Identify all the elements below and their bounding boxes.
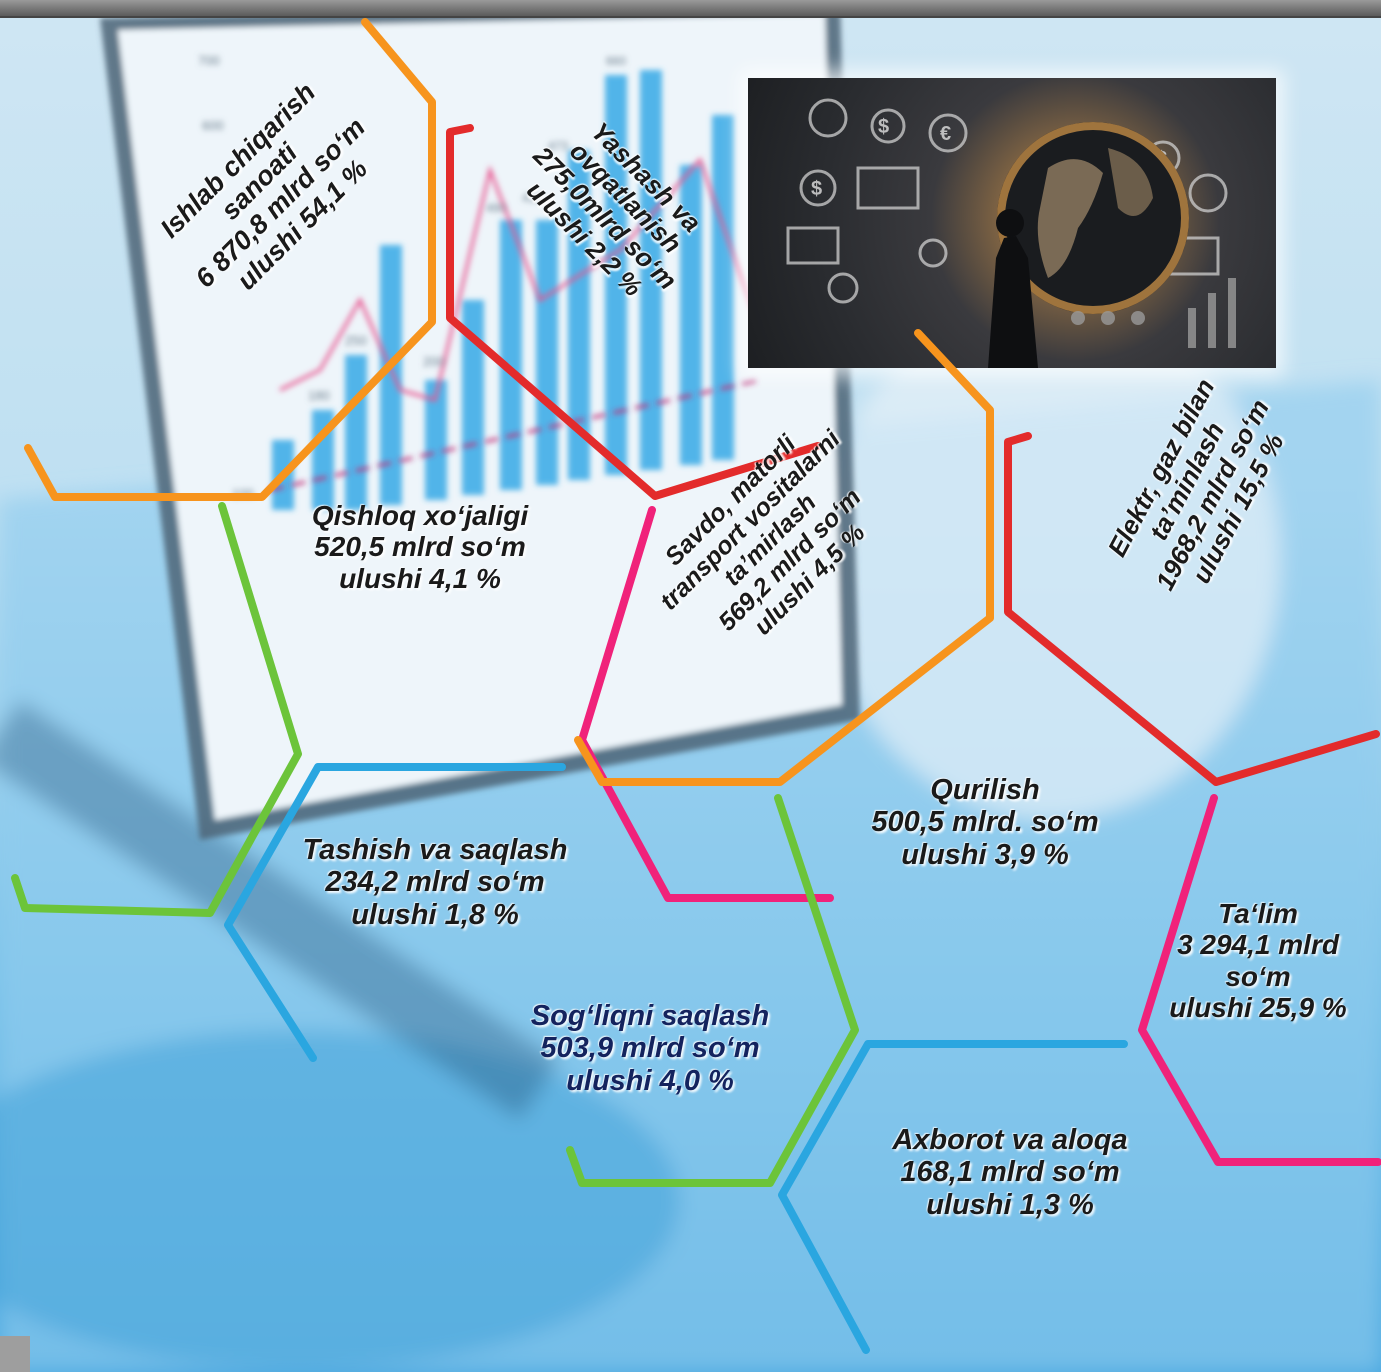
hex-outline-trade [578,506,834,902]
window-top-bar [0,0,1381,18]
hex-outline-ict [778,1040,1128,1354]
sector-amount: 520,5 mlrd so‘m [314,531,526,563]
bar-value-label: 660 [606,54,626,68]
sector-label-education: Ta‘lim 3 294,1 mlrd so‘m ulushi 25,9 % [1135,898,1381,1023]
sector-amount: 3 294,1 mlrd [1177,929,1339,961]
axis-tick-label: 200 [423,354,445,369]
global-economy-illustration: $ € $ $ [748,78,1276,368]
svg-text:$: $ [878,116,889,138]
hex-outline-manufacturing [24,18,436,501]
sector-share: ulushi 3,9 % [901,838,1069,871]
background-bar-chart [272,70,734,510]
sector-label-ict: Axborot va aloqa 168,1 mlrd so‘m ulushi … [840,1124,1180,1221]
sector-share: ulushi 1,8 % [351,898,519,931]
sector-share: ulushi 4,0 % [566,1064,734,1097]
axis-tick-label: 600 [202,118,224,133]
sector-label-agriculture: Qishloq xo‘jaligi 520,5 mlrd so‘m ulushi… [250,500,590,594]
sector-share: ulushi 4,1 % [339,562,501,594]
background-bar [605,75,627,475]
corner-tab [0,1336,30,1372]
hex-outline-construction [566,794,859,1187]
bar-value-label: 490 [486,201,506,215]
sector-name: Qurilish [930,774,1040,806]
sector-label-transport: Tashish va saqlash 234,2 mlrd so‘m ulush… [250,834,620,931]
axis-tick-label: 180 [308,388,330,403]
sector-share: ulushi 25,9 % [1169,992,1347,1024]
hex-outline-agriculture [11,502,302,917]
sector-amount: 234,2 mlrd so‘m [325,866,545,899]
bar-value-label: 410 [522,191,542,205]
sector-amount: so‘m [1225,960,1291,992]
sector-label-health: Sog‘liqni saqlash 503,9 mlrd so‘m ulushi… [480,1000,820,1097]
background-bar [380,245,402,505]
sector-name: Tashish va saqlash [302,834,568,866]
hex-outline-education [1138,794,1381,1166]
sector-amount: 503,9 mlrd so‘m [540,1032,760,1065]
axis-tick-label: 700 [198,53,220,68]
background-bar [500,220,522,490]
axis-tick-label: 250 [345,333,367,348]
sector-name: Axborot va aloqa [892,1124,1128,1156]
sector-label-construction: Qurilish 500,5 mlrd. so‘m ulushi 3,9 % [820,774,1150,871]
hex-outline-accommodation [446,124,822,500]
svg-text:€: € [940,123,951,145]
background-bar [536,220,558,485]
sector-amount: 500,5 mlrd. so‘m [871,806,1099,839]
sector-name: Qishloq xo‘jaligi [311,500,529,531]
background-bar [425,380,447,500]
hex-outline-transport [224,763,566,1062]
sector-amount: 168,1 mlrd so‘m [900,1156,1120,1189]
background-bar [680,165,702,465]
background-bar [640,70,662,470]
hex-outline-electricity-red [1004,432,1380,786]
svg-text:$: $ [811,178,822,200]
sector-name: Ta‘lim [1218,898,1298,929]
sector-name: Sog‘liqni saqlash [530,1000,770,1032]
background-bar [568,150,590,480]
hex-outline-electricity-orange [574,329,994,786]
background-bar [712,115,734,460]
sector-share: ulushi 1,3 % [926,1188,1094,1221]
bar-value-label: 473 [548,139,568,153]
